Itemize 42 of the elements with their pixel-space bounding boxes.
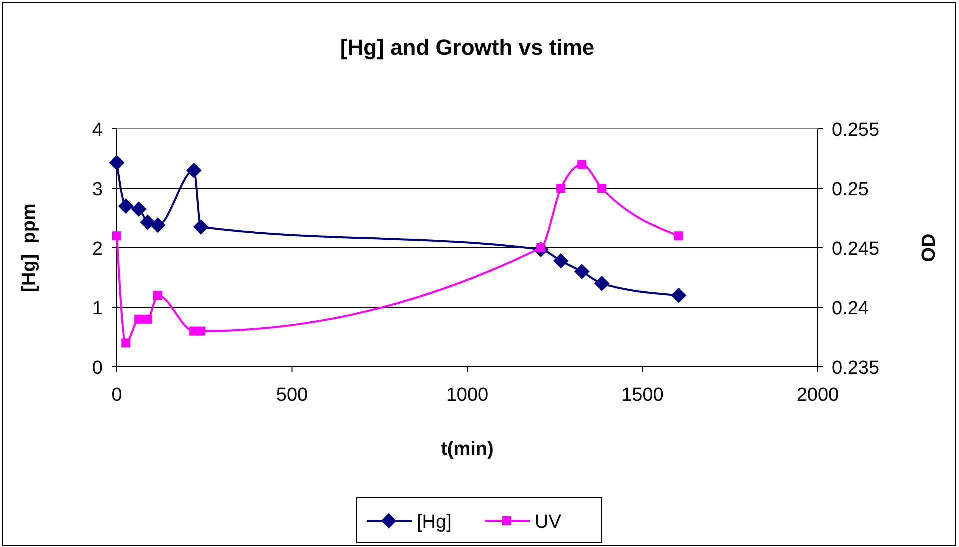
legend-label: UV [535,512,562,533]
point [122,338,131,348]
y2-tick-label: 0.24 [832,298,870,320]
point [196,326,206,336]
point [578,160,587,170]
point [110,155,124,170]
chart-title: [Hg] and Growth vs time [340,35,595,60]
point [598,184,607,193]
point [134,314,144,324]
point [112,232,122,241]
y2-tick-label: 0.25 [832,180,869,200]
x-axis-title: t(min) [441,439,494,460]
y-tick-label: 2 [92,239,103,260]
y2-axis-title: OD [919,234,940,262]
y2-tick-label: 0.255 [832,120,880,141]
y2-tick-label: 0.245 [832,239,880,260]
point [671,288,686,304]
x-tick-label: 500 [276,385,308,406]
legend-label: [Hg] [417,512,452,533]
y-axis-title: [Hg] ppm [19,204,40,292]
point [556,184,566,193]
point [118,198,134,214]
point [150,218,166,233]
y2-tick-label: 0.235 [832,358,880,379]
point [594,276,610,292]
point [132,202,147,217]
y-tick-label: 1 [92,298,103,320]
point [674,232,684,241]
y-tick-label: 3 [92,180,103,200]
x-tick-label: 1000 [446,385,489,406]
point [574,264,590,280]
point [186,163,202,178]
point [143,314,152,324]
x-tick-label: 1500 [622,385,664,406]
y-tick-label: 4 [92,120,104,141]
x-tick-label: 2000 [796,385,840,406]
y-tick-label: 0 [92,358,103,379]
point [154,291,163,300]
x-tick-label: 0 [112,385,122,406]
point [554,254,569,269]
point [194,220,209,235]
point [140,214,156,230]
